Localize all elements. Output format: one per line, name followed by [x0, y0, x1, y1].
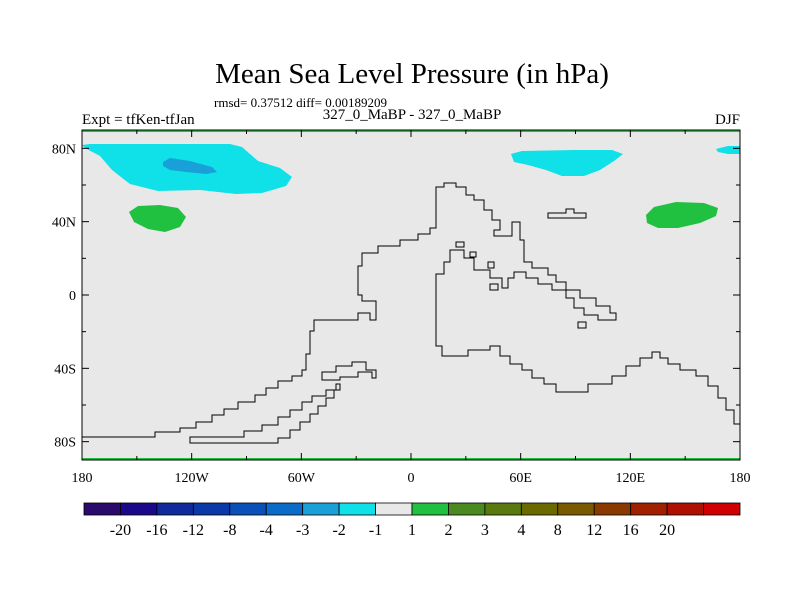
region-east-pacific-high — [646, 202, 718, 228]
y-tick-labels: 80N 40N 0 40S 80S — [52, 142, 76, 450]
colorbar-swatch — [302, 502, 340, 516]
x-tick-labels: 180 120W 60W 0 60E 120E 180 — [72, 471, 751, 486]
colorbar-swatch — [484, 502, 522, 516]
colorbar-label: -2 — [332, 522, 345, 539]
colorbar-label: 1 — [408, 522, 416, 539]
coastline-southern-island — [189, 383, 341, 444]
x-tick-label: 120E — [616, 471, 646, 486]
y-tick-label: 40N — [52, 216, 76, 231]
x-tick-label: 60E — [509, 471, 532, 486]
colorbar-label: 12 — [586, 522, 602, 539]
coastline-islet-3 — [487, 261, 495, 269]
region-arctic-atlantic-low — [511, 150, 623, 176]
coastline-small-island-south — [321, 361, 377, 381]
colorbar-label: -4 — [260, 522, 273, 539]
colorbar-swatch — [375, 502, 413, 516]
coastline-islet-4 — [489, 283, 499, 291]
y-tick-label: 80S — [54, 436, 76, 451]
colorbar-swatch — [156, 502, 194, 516]
colorbar-label: 3 — [481, 522, 489, 539]
colorbar-label: -12 — [183, 522, 204, 539]
colorbar-label: 2 — [444, 522, 452, 539]
colorbar-label: 8 — [554, 522, 562, 539]
colorbar-label: -1 — [369, 522, 382, 539]
colorbar-label: 20 — [659, 522, 675, 539]
colorbar-labels: -20 -16 -12 -8 -4 -3 -2 -1 1 2 3 4 8 12 16 20 — [110, 522, 675, 539]
colorbar-swatch — [666, 502, 704, 516]
coastline-main-continent — [82, 182, 740, 438]
coastline-small-island-north — [547, 208, 587, 219]
x-tick-label: 180 — [72, 471, 93, 486]
expt-label: Expt = tfKen-tfJan — [82, 112, 195, 128]
region-pacific-high — [129, 205, 186, 232]
colorbar-swatch — [703, 502, 741, 516]
colorbar-swatch — [520, 502, 559, 516]
colorbar-label: 4 — [517, 522, 525, 539]
stats-text: rmsd= 0.37512 diff= 0.00189209 — [214, 95, 387, 110]
comparison-label: 327_0_MaBP - 327_0_MaBP — [323, 107, 502, 123]
colorbar-label: -20 — [110, 522, 131, 539]
region-arctic-pacific-core — [163, 158, 217, 174]
colorbar-label: -16 — [146, 522, 167, 539]
x-tick-label: 0 — [408, 471, 415, 486]
colorbar — [83, 502, 741, 516]
colorbar-swatch — [557, 502, 595, 516]
coastline-islet-2 — [469, 251, 477, 258]
y-tick-label: 40S — [54, 362, 76, 377]
x-tick-label: 60W — [288, 471, 316, 486]
coastline-islet-5 — [577, 321, 587, 329]
coastline-islet-1 — [455, 241, 465, 248]
y-tick-label: 80N — [52, 142, 76, 157]
x-tick-label: 180 — [730, 471, 751, 486]
colorbar-swatch — [229, 502, 267, 516]
colorbar-swatch — [411, 502, 449, 516]
colorbar-swatch — [265, 502, 304, 516]
colorbar-swatch — [448, 502, 486, 516]
anomaly-regions — [82, 144, 740, 232]
colorbar-swatch — [338, 502, 376, 516]
colorbar-swatch — [630, 502, 668, 516]
x-tick-label: 120W — [175, 471, 210, 486]
colorbar-label: 16 — [623, 522, 639, 539]
colorbar-label: -8 — [223, 522, 236, 539]
colorbar-swatch — [120, 502, 158, 516]
colorbar-swatch — [192, 502, 231, 516]
colorbar-swatch — [593, 502, 632, 516]
colorbar-swatch — [83, 502, 121, 516]
coastlines — [82, 182, 740, 444]
colorbar-label: -3 — [296, 522, 309, 539]
axis-ticks — [81, 130, 741, 460]
season-label: DJF — [715, 112, 740, 128]
chart-title: Mean Sea Level Pressure (in hPa) — [215, 58, 609, 90]
y-tick-label: 0 — [69, 289, 76, 304]
